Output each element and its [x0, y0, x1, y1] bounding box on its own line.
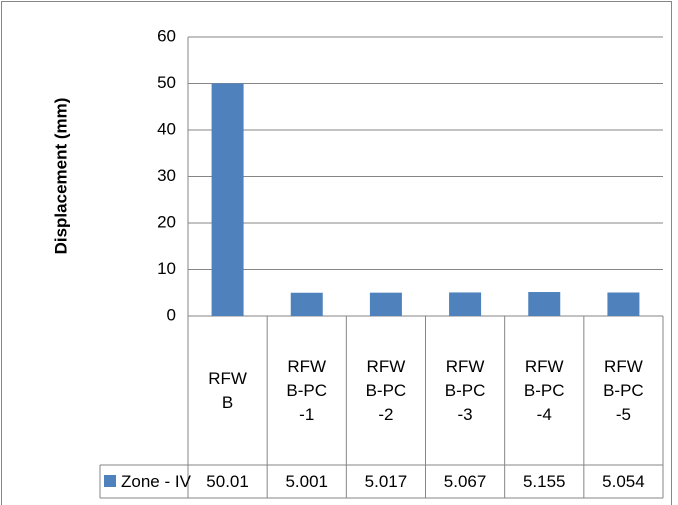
category-text: RFWB-PC-3 — [444, 356, 486, 424]
table-value: 5.155 — [523, 472, 566, 491]
legend-label: Zone - IV — [121, 472, 192, 491]
y-tick-label: 50 — [157, 73, 176, 92]
bar — [211, 83, 244, 317]
bar — [449, 292, 482, 316]
y-axis-label: Displacement (mm) — [51, 98, 70, 255]
y-tick-label: 0 — [167, 305, 176, 324]
bar — [290, 292, 323, 316]
table-value: 5.017 — [365, 472, 408, 491]
table-value: 5.067 — [444, 472, 487, 491]
category-label: RFWB-PC-1 — [267, 316, 346, 465]
y-tick-label: 20 — [157, 212, 176, 231]
category-text: RFWB-PC-4 — [523, 356, 565, 424]
category-label: RFWB-PC-5 — [584, 316, 663, 465]
category-label: RFWB — [188, 316, 267, 465]
category-label: RFWB-PC-3 — [426, 316, 505, 465]
table-value: 5.054 — [602, 472, 645, 491]
table-value: 50.01 — [206, 472, 249, 491]
y-tick-label: 60 — [157, 26, 176, 45]
category-text: RFWB-PC-1 — [286, 356, 328, 424]
table-value: 5.001 — [285, 472, 328, 491]
y-tick-label: 30 — [157, 166, 176, 185]
legend-key — [104, 475, 116, 487]
category-label: RFWB-PC-2 — [346, 316, 425, 465]
category-label: RFWB-PC-4 — [505, 316, 584, 465]
category-text: RFWB-PC-5 — [603, 356, 644, 424]
bar — [528, 292, 561, 316]
category-text: RFWB-PC-2 — [365, 356, 407, 424]
y-tick-label: 40 — [157, 119, 176, 138]
category-text: RFWB — [208, 368, 247, 412]
bar — [369, 292, 402, 316]
y-tick-label: 10 — [157, 259, 176, 278]
bar — [607, 292, 640, 316]
